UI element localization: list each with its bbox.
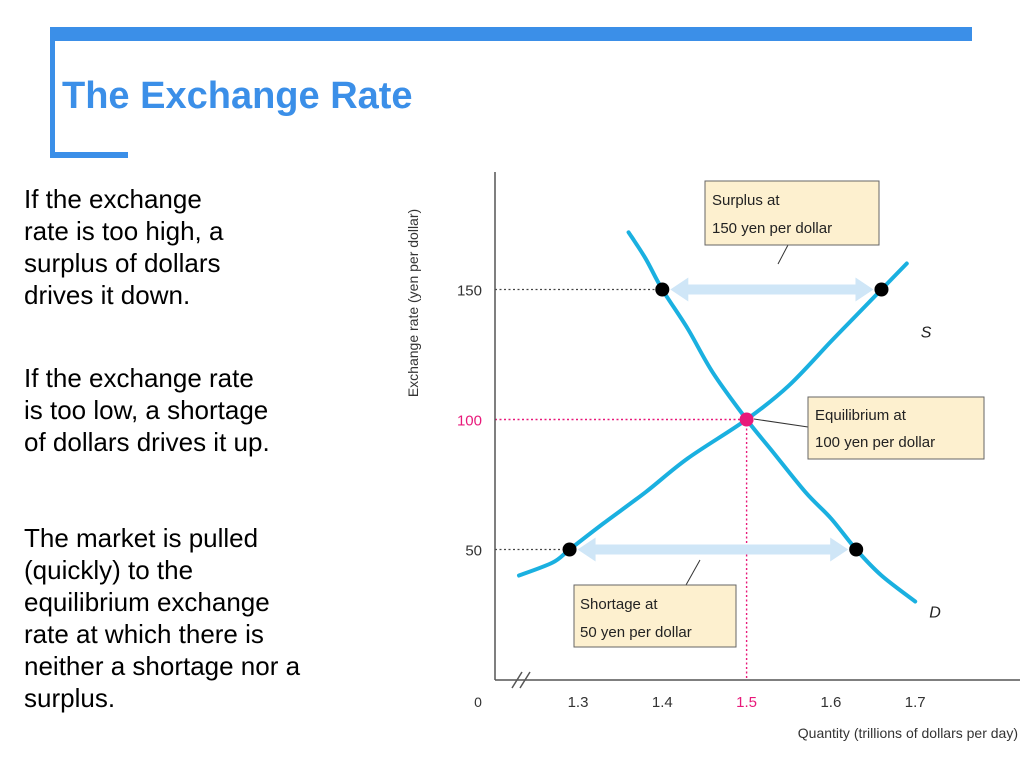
x-tick-label: 1.3	[568, 694, 589, 711]
x-tick-label: 1.4	[652, 694, 673, 711]
y-tick-label: 150	[457, 283, 482, 300]
x-tick-label: 1.5	[736, 694, 757, 711]
equilibrium-callout-line2: 100 yen per dollar	[815, 434, 935, 451]
y-axis-label: Exchange rate (yen per dollar)	[405, 209, 421, 397]
point-demand-at-150	[655, 282, 670, 297]
surplus-leader-line	[777, 244, 789, 265]
curve-label-d: D	[929, 605, 941, 622]
point-equilibrium	[739, 412, 754, 427]
guide-lines	[495, 288, 748, 680]
shortage-callout-line1: Shortage at	[580, 596, 658, 613]
tick-labels: 50 100 150 1.3 1.4 1.5 1.6 1.7	[457, 283, 926, 712]
equilibrium-callout-box	[807, 396, 985, 460]
x-tick-label: 1.7	[905, 694, 926, 711]
y-tick-label: 100	[457, 413, 482, 430]
shortage-arrow	[577, 537, 849, 562]
x-tick-label: 1.6	[820, 694, 841, 711]
title-underline-tick	[50, 152, 128, 158]
surplus-arrow	[670, 277, 874, 302]
points	[562, 282, 889, 557]
surplus-callout-line2: 150 yen per dollar	[712, 220, 832, 237]
surplus-callout-box	[704, 180, 880, 246]
text-paragraph-equilibrium: The market is pulled (quickly) to the eq…	[24, 523, 301, 713]
equilibrium-leader-line	[753, 418, 809, 428]
shortage-callout-box	[573, 584, 737, 648]
surplus-callout-line1: Surplus at	[712, 192, 780, 209]
shortage-leader-line	[685, 559, 701, 586]
text-paragraph-low-rate: If the exchange rate is too low, a short…	[24, 363, 270, 457]
text-paragraph-high-rate: If the exchange rate is too high, a surp…	[24, 184, 224, 310]
gap-arrows	[577, 277, 874, 562]
y-tick-label: 50	[465, 543, 482, 560]
title-accent-bar	[50, 27, 972, 41]
curve-label-s: S	[921, 325, 932, 342]
point-supply-at-150	[874, 282, 889, 297]
slide-title: The Exchange Rate	[62, 75, 413, 117]
equilibrium-callout-line1: Equilibrium at	[815, 407, 907, 424]
shortage-callout-line2: 50 yen per dollar	[580, 624, 692, 641]
callouts: Surplus at 150 yen per dollar Equilibriu…	[573, 180, 985, 648]
origin-label: 0	[474, 694, 482, 710]
chart-axes	[494, 172, 1020, 689]
point-supply-at-50	[562, 542, 577, 557]
axis-break-mark	[511, 671, 531, 689]
title-left-rule	[50, 27, 55, 158]
x-axis-label: Quantity (trillions of dollars per day)	[798, 725, 1018, 741]
point-demand-at-50	[849, 542, 864, 557]
